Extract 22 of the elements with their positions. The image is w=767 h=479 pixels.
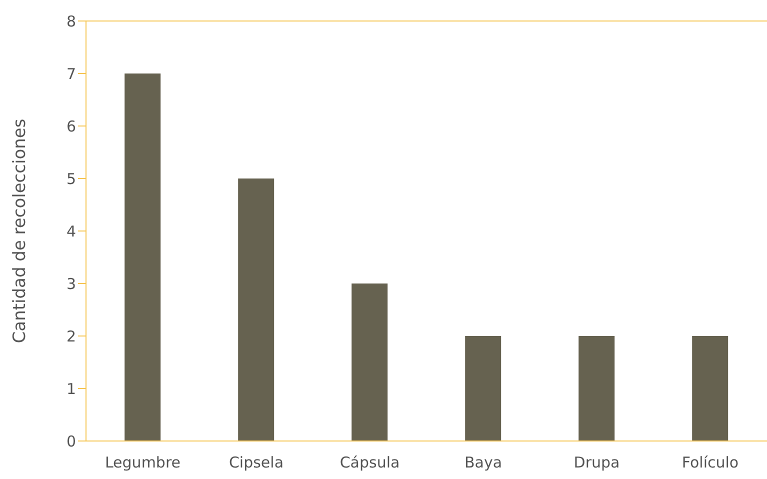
x-tick-label: Legumbre	[104, 454, 181, 472]
bar	[578, 336, 615, 441]
x-tick-label: Drupa	[574, 454, 620, 472]
bar	[465, 336, 502, 441]
y-tick-label: 0	[66, 432, 76, 450]
y-tick-label: 2	[66, 327, 76, 346]
x-tick-label: Cápsula	[340, 454, 400, 472]
y-tick-label: 3	[66, 274, 76, 293]
bar	[238, 178, 274, 441]
bar	[692, 336, 728, 441]
y-tick-label: 6	[66, 117, 76, 136]
bar	[124, 74, 161, 441]
x-tick-label: Folículo	[682, 454, 739, 472]
y-tick-label: 4	[66, 222, 76, 240]
x-tick-label: Cipsela	[228, 454, 284, 472]
bar	[352, 284, 388, 441]
y-tick-label: 5	[66, 170, 76, 188]
y-axis-title: Cantidad de recolecciones	[10, 118, 30, 344]
y-tick-label: 8	[66, 12, 76, 30]
y-tick-label: 7	[66, 64, 76, 83]
y-tick-label: 1	[66, 380, 76, 398]
x-tick-label: Baya	[464, 454, 502, 472]
